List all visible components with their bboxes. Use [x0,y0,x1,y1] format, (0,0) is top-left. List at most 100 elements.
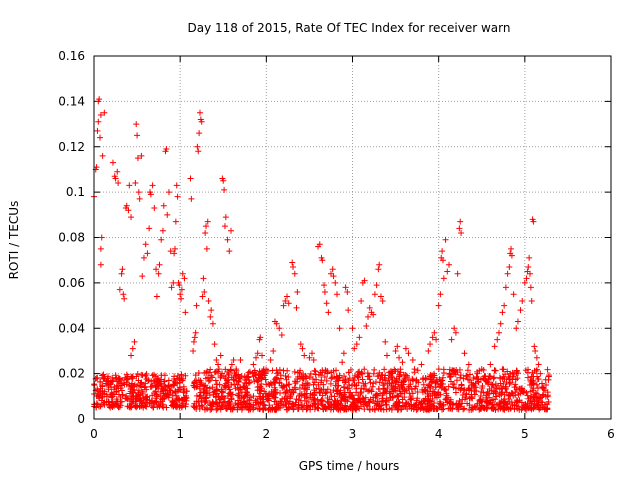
data-point [135,189,142,196]
data-point [254,350,261,357]
data-point [176,282,183,289]
data-point [107,380,114,387]
data-point [205,298,212,305]
data-point [128,214,135,221]
data-point [351,345,358,352]
data-point [447,373,454,380]
data-point [528,373,535,380]
data-point [506,380,513,387]
data-point [383,395,390,402]
data-point [400,378,407,385]
data-point [542,376,549,383]
data-point [540,391,547,398]
data-point [94,401,101,408]
data-point [304,405,311,412]
data-point [214,403,221,410]
data-point [315,400,322,407]
data-point [407,396,414,403]
data-point [213,357,220,364]
data-point [499,366,506,373]
data-point [361,406,368,413]
data-point [339,405,346,412]
data-point [270,347,277,354]
data-point [391,366,398,373]
data-point [499,309,506,316]
data-point [168,284,175,291]
data-point [532,389,539,396]
data-point [531,343,538,350]
data-point [355,392,362,399]
data-point [265,406,272,413]
data-point [328,375,335,382]
data-point [493,393,500,400]
data-point [116,404,123,411]
data-point [277,372,284,379]
data-point [496,400,503,407]
data-point [138,152,145,159]
data-point [332,398,339,405]
data-point [148,378,155,385]
data-point [138,400,145,407]
data-point [181,275,188,282]
data-point [440,275,447,282]
data-point [116,286,123,293]
data-point [526,254,533,261]
data-point [108,394,115,401]
data-point [322,389,329,396]
data-point [207,377,214,384]
data-point [457,372,464,379]
data-point [131,383,138,390]
data-point [527,270,534,277]
data-point [341,373,348,380]
data-point [210,391,217,398]
data-point [512,389,519,396]
data-point [533,354,540,361]
data-point [222,214,229,221]
data-point [506,375,513,382]
data-point [422,388,429,395]
data-point [150,371,157,378]
data-point [235,390,242,397]
data-point [437,291,444,298]
data-point [97,134,104,141]
data-point [439,406,446,413]
data-point [203,397,210,404]
data-point [95,395,102,402]
data-point [150,404,157,411]
data-point [512,384,519,391]
data-point [518,385,525,392]
data-point [280,384,287,391]
data-point [129,398,136,405]
data-point [385,375,392,382]
data-point [537,370,544,377]
data-point [376,379,383,386]
data-point [414,395,421,402]
data-point [404,400,411,407]
data-point [242,403,249,410]
data-point [436,376,443,383]
data-point [252,354,259,361]
data-point [158,236,165,243]
data-point [462,394,469,401]
data-point [409,390,416,397]
data-point [344,385,351,392]
data-point [418,361,425,368]
data-point [224,392,231,399]
data-point [201,288,208,295]
y-tick-labels: 0 0.02 0.04 0.06 0.08 0.1 0.12 0.14 0.16 [58,49,85,426]
y-tick-label: 0.12 [58,140,85,154]
data-point [282,298,289,305]
data-point [373,402,380,409]
data-point [172,218,179,225]
data-point [512,376,519,383]
data-point [121,295,128,302]
data-point [499,375,506,382]
data-point [306,374,313,381]
data-point [516,385,523,392]
data-point [525,263,532,270]
data-point [316,241,323,248]
data-point [330,406,337,413]
data-point [215,366,222,373]
data-point [219,402,226,409]
data-point [539,384,546,391]
